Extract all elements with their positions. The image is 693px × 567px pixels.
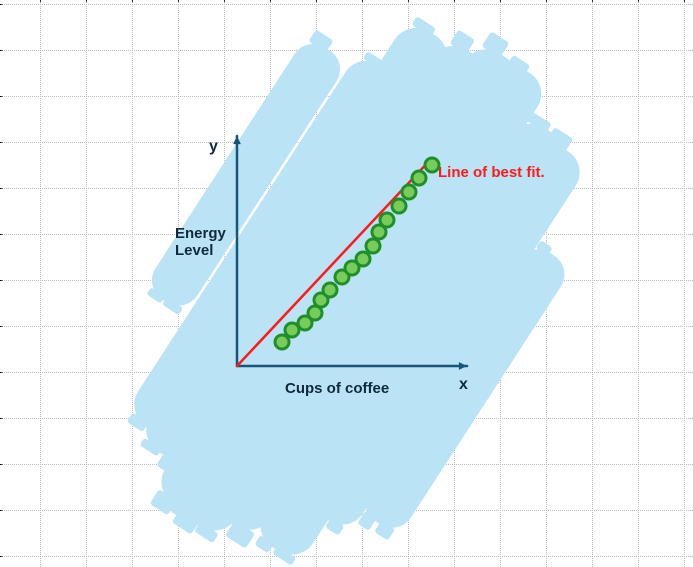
data-point: [401, 184, 418, 201]
x-axis-title: Cups of coffee: [285, 380, 389, 397]
y-axis-title: Energy Level: [175, 226, 226, 259]
data-point: [391, 198, 408, 215]
data-point: [424, 157, 441, 174]
x-axis-letter: x: [459, 376, 468, 394]
data-point: [322, 282, 339, 299]
data-point: [411, 170, 428, 187]
axes: [207, 106, 497, 396]
scatter-chart: x y Cups of coffee Energy Level Line of …: [207, 106, 497, 396]
chart-stage: x y Cups of coffee Energy Level Line of …: [0, 0, 693, 567]
data-point: [379, 212, 396, 229]
y-axis-letter: y: [209, 138, 218, 156]
best-fit-line-label: Line of best fit.: [438, 164, 545, 181]
